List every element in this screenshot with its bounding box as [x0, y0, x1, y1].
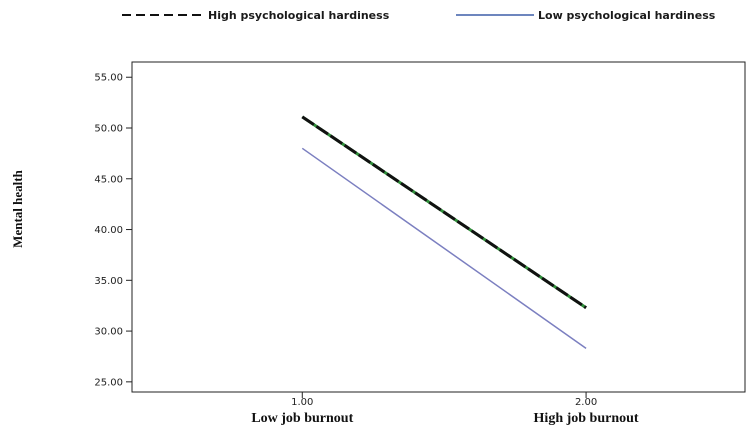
legend-label: Low psychological hardiness [538, 8, 716, 22]
x-category-label: Low job burnout [251, 411, 353, 426]
legend: High psychological hardiness Low psychol… [0, 8, 751, 28]
y-tick-label: 50.00 [94, 124, 123, 135]
series-layer [301, 115, 587, 349]
plot-frame [131, 61, 746, 393]
legend-swatch-solid [456, 14, 534, 16]
series-line-low-hardiness [301, 147, 587, 349]
x-axis: 1.00 Low job burnout 2.00 High job burnout [251, 392, 639, 426]
series-line-high-hardiness [301, 115, 587, 309]
y-tick-label: 45.00 [94, 174, 123, 185]
legend-swatch-dashed [122, 14, 206, 16]
x-tick-label: 2.00 [575, 397, 597, 408]
y-tick-label: 30.00 [94, 327, 123, 338]
y-tick-label: 55.00 [94, 73, 123, 84]
legend-item-high-hardiness: High psychological hardiness [122, 8, 389, 22]
y-axis: 25.00 30.00 35.00 40.00 45.00 50.00 55.00 [94, 73, 132, 388]
y-tick-label: 40.00 [94, 225, 123, 236]
y-tick-label: 35.00 [94, 276, 123, 287]
x-category-label: High job burnout [534, 411, 639, 426]
y-tick-label: 25.00 [94, 377, 123, 388]
x-tick-label: 1.00 [291, 397, 313, 408]
y-axis-title: Mental health [10, 169, 25, 247]
legend-item-low-hardiness: Low psychological hardiness [456, 8, 715, 22]
legend-label: High psychological hardiness [208, 8, 390, 22]
